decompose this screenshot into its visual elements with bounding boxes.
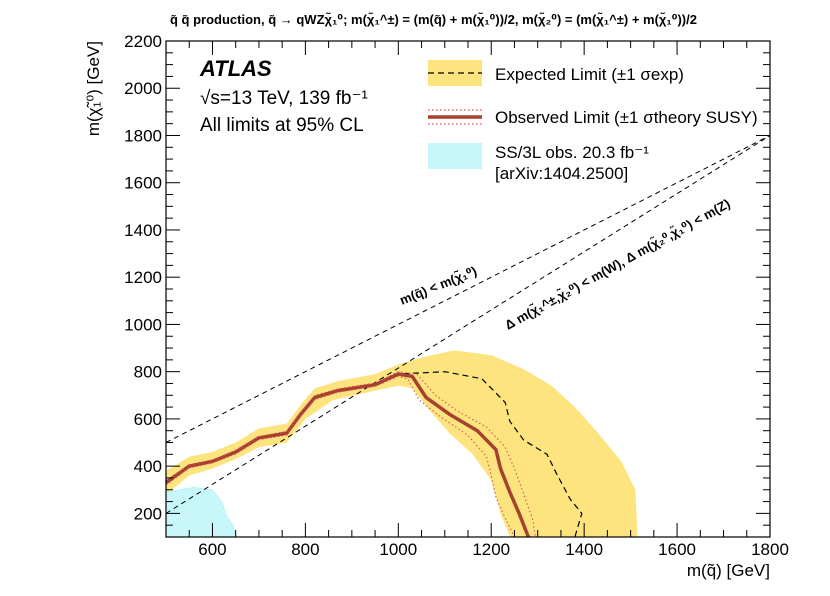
y-tick-label: 600 [134, 410, 162, 429]
y-tick-label: 400 [134, 457, 162, 476]
plot-title: q̃ q̃ production, q̃ → qWZχ̃₁⁰; m(χ̃₁^±)… [170, 12, 697, 27]
x-tick-label: 1800 [751, 540, 789, 559]
offshell-limit-label: Δ m(χ̃₁^±,χ̃₂⁰) < m(W), Δ m(χ̃₂⁰,χ̃₁⁰) <… [502, 196, 732, 333]
x-tick-label: 1000 [379, 540, 417, 559]
x-tick-label: 1200 [472, 540, 510, 559]
diagonal-offshell [165, 135, 771, 514]
y-tick-label: 200 [134, 504, 162, 523]
legend: Expected Limit (±1 σexp) Observed Limit … [428, 60, 758, 183]
legend-ss3l-text-2: [arXiv:1404.2500] [495, 164, 628, 183]
atlas-label: ATLAS [199, 56, 272, 81]
x-tick-label: 600 [198, 540, 226, 559]
y-tick-label: 2200 [124, 32, 162, 51]
ss3l-region-layer [165, 487, 237, 538]
series-observed-1 [165, 371, 536, 538]
legend-ss3l-text-1: SS/3L obs. 20.3 fb⁻¹ [495, 143, 649, 162]
y-tick-label: 1400 [124, 221, 162, 240]
y-tick-label: 1200 [124, 268, 162, 287]
legend-expected-text: Expected Limit (±1 σexp) [495, 65, 684, 84]
y-tick-label: 1000 [124, 315, 162, 334]
series-observed-1 [165, 375, 515, 538]
y-tick-label: 1600 [124, 174, 162, 193]
cl-label: All limits at 95% CL [200, 115, 364, 136]
y-tick-label: 2000 [124, 79, 162, 98]
series-observed-limit [164, 372, 531, 538]
x-axis-title: m(q̃) [GeV] [687, 561, 770, 580]
x-tick-label: 800 [291, 540, 319, 559]
diagonal-kinematic [165, 135, 771, 443]
x-tick-label: 1400 [565, 540, 603, 559]
expected-band [166, 350, 638, 537]
legend-observed-text: Observed Limit (±1 σtheory SUSY) [495, 108, 758, 127]
ss3l-region [165, 487, 237, 538]
legend-ss3l-swatch [428, 143, 482, 169]
energy-label: √s=13 TeV, 139 fb⁻¹ [200, 88, 368, 109]
diagonal-lines-layer [165, 135, 771, 514]
y-axis-title: m(χ̃₁⁰) [GeV] [84, 41, 103, 136]
y-tick-label: 800 [134, 363, 162, 382]
limit-lines-layer [164, 371, 583, 538]
kinematic-limit-label: m(q̃) < m(χ̃₁⁰) [398, 263, 479, 308]
x-tick-label: 1600 [658, 540, 696, 559]
y-tick-label: 1800 [124, 126, 162, 145]
axis-ticks-layer: 600 800 1000 1200 1400 1600 1800 200 400 600 800 10… [124, 32, 789, 559]
expected-band-layer [166, 350, 638, 537]
